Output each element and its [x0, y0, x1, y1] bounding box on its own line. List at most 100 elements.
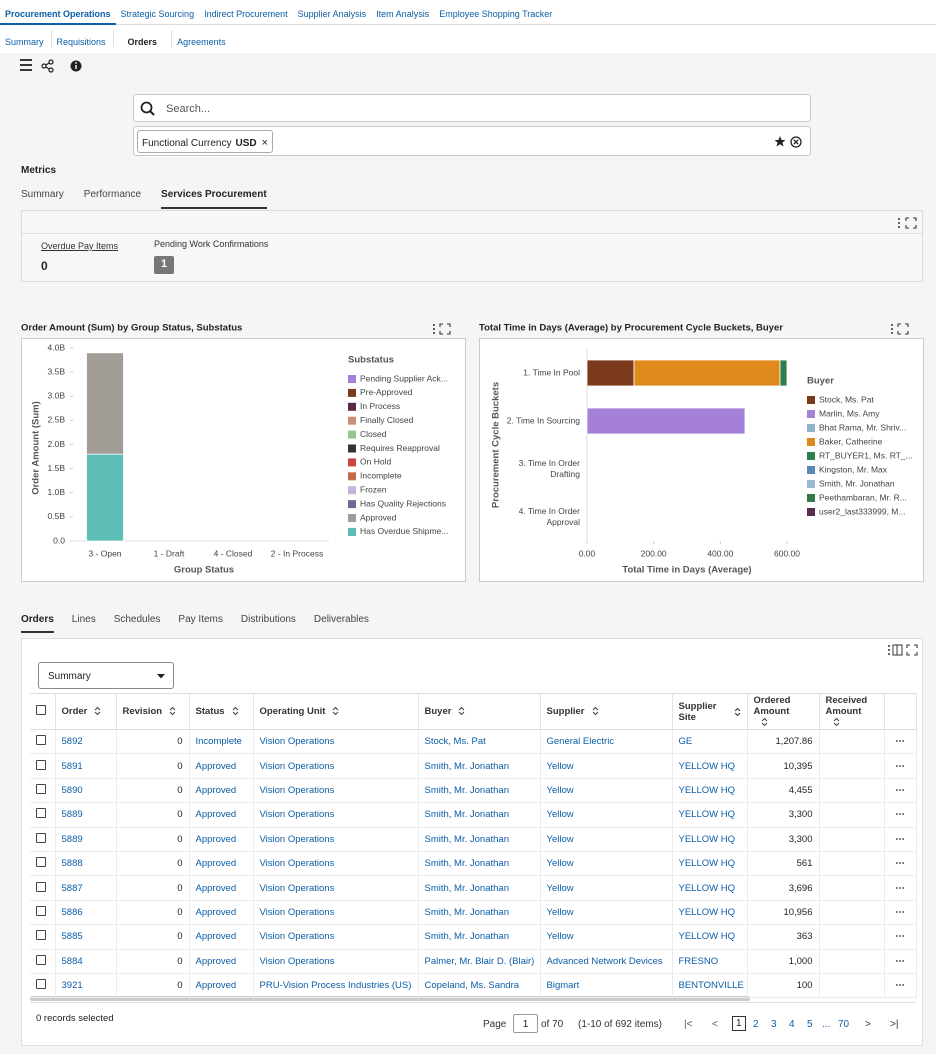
- cell-link[interactable]: 5890: [55, 778, 117, 804]
- table-menu[interactable]: [886, 644, 918, 656]
- cell-link[interactable]: Incomplete: [189, 729, 254, 755]
- cell-link[interactable]: 5892: [55, 729, 117, 755]
- cell-link[interactable]: Bigmart: [540, 973, 673, 999]
- row-actions[interactable]: ⋯: [884, 753, 917, 779]
- detail-tab[interactable]: Pay Items: [178, 614, 223, 625]
- cell-link[interactable]: Smith, Mr. Jonathan: [418, 875, 541, 901]
- column-header[interactable]: Buyer: [418, 693, 541, 730]
- toolbar-icons[interactable]: [18, 57, 93, 75]
- nav-tab[interactable]: Item Analysis: [376, 9, 430, 19]
- metrics-tab[interactable]: Performance: [83, 189, 142, 200]
- cell-link[interactable]: GE: [672, 729, 748, 755]
- cell-link[interactable]: Approved: [189, 973, 254, 999]
- page-link[interactable]: 1: [732, 1016, 746, 1031]
- column-header[interactable]: Ordered Amount: [747, 693, 820, 730]
- cell-link[interactable]: BENTONVILLE: [672, 973, 748, 999]
- detail-tab[interactable]: Distributions: [240, 614, 296, 625]
- row-actions[interactable]: ⋯: [884, 778, 917, 804]
- cell-link[interactable]: 3921: [55, 973, 117, 999]
- cell-link[interactable]: Yellow: [540, 802, 673, 828]
- cell-link[interactable]: Smith, Mr. Jonathan: [418, 827, 541, 852]
- nav-tab[interactable]: Procurement Operations: [0, 0, 116, 25]
- cell-link[interactable]: YELLOW HQ: [672, 802, 748, 828]
- cell-link[interactable]: Copeland, Ms. Sandra: [418, 973, 541, 999]
- cell-link[interactable]: Yellow: [540, 753, 673, 779]
- view-select[interactable]: Summary: [38, 662, 174, 689]
- row-actions[interactable]: ⋯: [884, 851, 917, 877]
- row-select[interactable]: [30, 778, 56, 804]
- card-label[interactable]: Overdue Pay Items: [41, 241, 119, 251]
- column-header[interactable]: Operating Unit: [253, 693, 419, 730]
- metrics-tab[interactable]: Summary: [21, 189, 64, 200]
- cell-link[interactable]: 5891: [55, 753, 117, 779]
- sub-tab[interactable]: Agreements: [177, 37, 226, 47]
- sub-tab[interactable]: Requisitions: [52, 30, 114, 47]
- page-input[interactable]: 1: [513, 1014, 538, 1033]
- cell-link[interactable]: YELLOW HQ: [672, 778, 748, 804]
- column-header[interactable]: Revision: [116, 693, 190, 730]
- page-link[interactable]: 4: [789, 1019, 795, 1030]
- cell-link[interactable]: Vision Operations: [253, 900, 419, 926]
- row-select[interactable]: [30, 753, 56, 779]
- detail-tab[interactable]: Schedules: [113, 614, 161, 625]
- cell-link[interactable]: Smith, Mr. Jonathan: [418, 851, 541, 877]
- row-select[interactable]: [30, 851, 56, 877]
- filter-chip[interactable]: Functional Currency USD ×: [137, 130, 273, 153]
- cell-link[interactable]: 5887: [55, 875, 117, 901]
- cell-link[interactable]: Smith, Mr. Jonathan: [418, 802, 541, 828]
- cell-link[interactable]: Smith, Mr. Jonathan: [418, 753, 541, 779]
- row-actions[interactable]: ⋯: [884, 949, 917, 974]
- detail-tab[interactable]: Lines: [71, 614, 96, 625]
- cell-link[interactable]: 5885: [55, 924, 117, 950]
- cell-link[interactable]: General Electric: [540, 729, 673, 755]
- row-select[interactable]: [30, 802, 56, 828]
- column-header[interactable]: Supplier: [540, 693, 673, 730]
- cell-link[interactable]: YELLOW HQ: [672, 827, 748, 852]
- cell-link[interactable]: Palmer, Mr. Blair D. (Blair): [418, 949, 541, 974]
- cell-link[interactable]: YELLOW HQ: [672, 900, 748, 926]
- sub-tab[interactable]: Summary: [0, 30, 52, 47]
- cell-link[interactable]: YELLOW HQ: [672, 753, 748, 779]
- nav-tab[interactable]: Strategic Sourcing: [120, 9, 195, 19]
- cell-link[interactable]: Approved: [189, 900, 254, 926]
- cell-link[interactable]: Smith, Mr. Jonathan: [418, 924, 541, 950]
- search-box[interactable]: Search...: [133, 94, 811, 122]
- page-link[interactable]: ...: [822, 1019, 831, 1030]
- cell-link[interactable]: Approved: [189, 802, 254, 828]
- cell-link[interactable]: Approved: [189, 949, 254, 974]
- cell-link[interactable]: YELLOW HQ: [672, 875, 748, 901]
- detail-tab[interactable]: Orders: [21, 614, 54, 633]
- cell-link[interactable]: Vision Operations: [253, 924, 419, 950]
- cell-link[interactable]: Yellow: [540, 900, 673, 926]
- cell-link[interactable]: Yellow: [540, 827, 673, 852]
- row-select[interactable]: [30, 949, 56, 974]
- page-link[interactable]: 70: [838, 1019, 850, 1030]
- cell-link[interactable]: Smith, Mr. Jonathan: [418, 778, 541, 804]
- cell-link[interactable]: Smith, Mr. Jonathan: [418, 900, 541, 926]
- row-actions[interactable]: ⋯: [884, 802, 917, 828]
- filter-actions[interactable]: [774, 135, 804, 149]
- cell-link[interactable]: Vision Operations: [253, 949, 419, 974]
- row-select[interactable]: [30, 827, 56, 852]
- page-link[interactable]: 5: [807, 1019, 813, 1030]
- cell-link[interactable]: Vision Operations: [253, 851, 419, 877]
- cell-link[interactable]: 5884: [55, 949, 117, 974]
- cell-link[interactable]: 5889: [55, 802, 117, 828]
- cell-link[interactable]: FRESNO: [672, 949, 748, 974]
- column-header[interactable]: Order: [55, 693, 117, 730]
- row-select[interactable]: [30, 973, 56, 999]
- cell-link[interactable]: 5888: [55, 851, 117, 877]
- cell-link[interactable]: PRU-Vision Process Industries (US): [253, 973, 419, 999]
- row-actions[interactable]: ⋯: [884, 729, 917, 755]
- cell-link[interactable]: Yellow: [540, 851, 673, 877]
- cell-link[interactable]: Yellow: [540, 924, 673, 950]
- page-link[interactable]: 3: [771, 1019, 777, 1030]
- cell-link[interactable]: YELLOW HQ: [672, 924, 748, 950]
- row-actions[interactable]: ⋯: [884, 875, 917, 901]
- cell-link[interactable]: Advanced Network Devices: [540, 949, 673, 974]
- page-link[interactable]: 2: [753, 1019, 759, 1030]
- cell-link[interactable]: Vision Operations: [253, 827, 419, 852]
- cell-link[interactable]: Vision Operations: [253, 875, 419, 901]
- cell-link[interactable]: Vision Operations: [253, 778, 419, 804]
- prev-page[interactable]: <: [712, 1019, 718, 1030]
